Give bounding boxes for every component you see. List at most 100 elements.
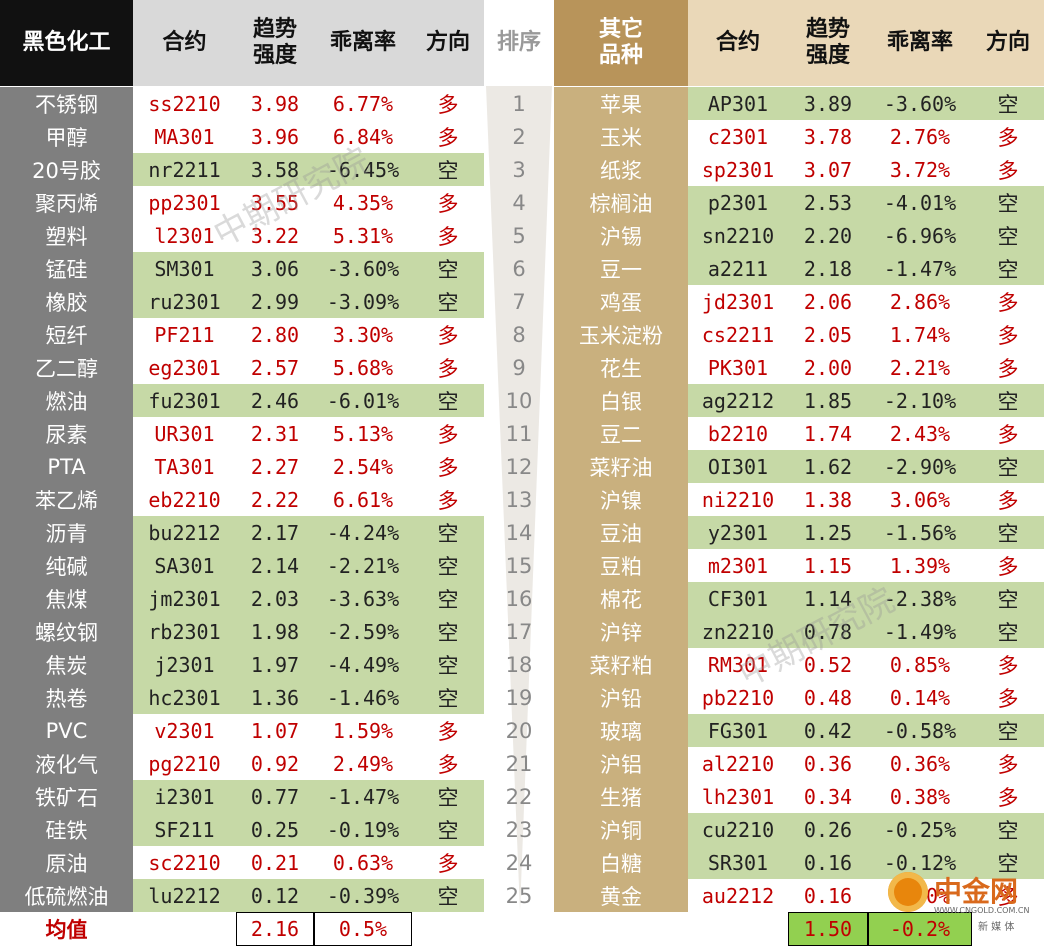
- rank-number: 4: [512, 190, 526, 215]
- rank-number: 1: [512, 91, 526, 116]
- right-direction: 空: [972, 186, 1044, 219]
- left-direction: 多: [412, 351, 484, 384]
- right-contract: RM301: [688, 648, 788, 681]
- right-deviation: 0.14%: [868, 681, 972, 714]
- rank-number: 21: [505, 751, 533, 776]
- left-strength: 3.55: [236, 186, 314, 219]
- right-commodity-name: 纸浆: [554, 153, 688, 186]
- table-row: 乙二醇 eg2301 2.57 5.68% 多 9 花生 PK301 2.00 2.21% 多: [0, 351, 1044, 384]
- table-row: 硅铁 SF211 0.25 -0.19% 空 23 沪铜 cu2210 0.26 -0.25% 空: [0, 813, 1044, 846]
- right-commodity-name: 玻璃: [554, 714, 688, 747]
- left-commodity-name: 低硫燃油: [0, 879, 133, 912]
- left-deviation: -6.45%: [314, 153, 412, 186]
- table-row: 不锈钢 ss2210 3.98 6.77% 多 1 苹果 AP301 3.89 -3.60% 空: [0, 87, 1044, 120]
- left-contract: hc2301: [133, 681, 236, 714]
- left-strength: 3.06: [236, 252, 314, 285]
- right-deviation: 2.76%: [868, 120, 972, 153]
- right-contract: OI301: [688, 450, 788, 483]
- right-strength: 0.34: [788, 780, 868, 813]
- left-contract: PF211: [133, 318, 236, 351]
- right-commodity-name: 沪铜: [554, 813, 688, 846]
- rank-number: 3: [512, 157, 526, 182]
- right-strength: 2.18: [788, 252, 868, 285]
- left-strength: 2.99: [236, 285, 314, 318]
- right-contract: al2210: [688, 747, 788, 780]
- right-contract: au2212: [688, 879, 788, 912]
- left-contract: lu2212: [133, 879, 236, 912]
- left-strength: 0.25: [236, 813, 314, 846]
- logo-url: WWW.CNGOLD.COM.CN: [934, 906, 1030, 915]
- right-contract: cu2210: [688, 813, 788, 846]
- left-commodity-name: 纯碱: [0, 549, 133, 582]
- left-contract: nr2211: [133, 153, 236, 186]
- left-contract: l2301: [133, 219, 236, 252]
- left-strength: 1.98: [236, 615, 314, 648]
- left-direction: 多: [412, 318, 484, 351]
- left-commodity-name: 聚丙烯: [0, 186, 133, 219]
- left-contract: j2301: [133, 648, 236, 681]
- left-direction: 空: [412, 153, 484, 186]
- right-contract: m2301: [688, 549, 788, 582]
- left-contract: TA301: [133, 450, 236, 483]
- right-contract: a2211: [688, 252, 788, 285]
- left-commodity-name: 燃油: [0, 384, 133, 417]
- right-commodity-name: 苹果: [554, 87, 688, 120]
- left-contract: eb2210: [133, 483, 236, 516]
- header-left-category: 黑色化工: [0, 0, 133, 86]
- left-direction: 多: [412, 483, 484, 516]
- left-deviation: 1.59%: [314, 714, 412, 747]
- rank-number: 9: [512, 355, 526, 380]
- right-contract: SR301: [688, 846, 788, 879]
- table-row: 锰硅 SM301 3.06 -3.60% 空 6 豆一 a2211 2.18 -1.47% 空: [0, 252, 1044, 285]
- rank-number: 20: [505, 718, 533, 743]
- left-contract: SM301: [133, 252, 236, 285]
- right-strength: 2.00: [788, 351, 868, 384]
- rank-number: 10: [505, 388, 533, 413]
- right-strength: 1.14: [788, 582, 868, 615]
- left-contract: MA301: [133, 120, 236, 153]
- left-strength: 3.98: [236, 87, 314, 120]
- table-row: PTA TA301 2.27 2.54% 多 12 菜籽油 OI301 1.62 -2.90% 空: [0, 450, 1044, 483]
- right-strength: 3.89: [788, 87, 868, 120]
- left-commodity-name: 塑料: [0, 219, 133, 252]
- left-strength: 0.12: [236, 879, 314, 912]
- right-direction: 多: [972, 549, 1044, 582]
- right-deviation: -3.60%: [868, 87, 972, 120]
- left-commodity-name: 焦炭: [0, 648, 133, 681]
- table-row: 液化气 pg2210 0.92 2.49% 多 21 沪铝 al2210 0.36 0.36% 多: [0, 747, 1044, 780]
- right-deviation: 1.74%: [868, 318, 972, 351]
- left-contract: rb2301: [133, 615, 236, 648]
- right-deviation: 3.72%: [868, 153, 972, 186]
- right-contract: AP301: [688, 87, 788, 120]
- left-deviation: -2.21%: [314, 549, 412, 582]
- rank-number: 17: [505, 619, 533, 644]
- right-deviation: 0.85%: [868, 648, 972, 681]
- left-commodity-name: 橡胶: [0, 285, 133, 318]
- right-commodity-name: 沪镍: [554, 483, 688, 516]
- right-direction: 空: [972, 252, 1044, 285]
- right-deviation: -1.49%: [868, 615, 972, 648]
- left-commodity-name: 沥青: [0, 516, 133, 549]
- right-commodity-name: 豆油: [554, 516, 688, 549]
- right-contract: FG301: [688, 714, 788, 747]
- right-strength: 1.15: [788, 549, 868, 582]
- table-row: 20号胶 nr2211 3.58 -6.45% 空 3 纸浆 sp2301 3.07 3.72% 多: [0, 153, 1044, 186]
- logo-text: 中金网: [934, 875, 1019, 908]
- left-commodity-name: 硅铁: [0, 813, 133, 846]
- rank-number: 18: [505, 652, 533, 677]
- right-commodity-name: 豆一: [554, 252, 688, 285]
- right-contract: PK301: [688, 351, 788, 384]
- right-deviation: 2.86%: [868, 285, 972, 318]
- right-contract: b2210: [688, 417, 788, 450]
- left-commodity-name: PTA: [0, 450, 133, 483]
- rank-number: 24: [505, 850, 533, 875]
- right-deviation: -2.90%: [868, 450, 972, 483]
- left-strength: 1.97: [236, 648, 314, 681]
- right-direction: 空: [972, 87, 1044, 120]
- left-direction: 空: [412, 615, 484, 648]
- table-row: 聚丙烯 pp2301 3.55 4.35% 多 4 棕榈油 p2301 2.53 -4.01% 空: [0, 186, 1044, 219]
- left-deviation: 2.54%: [314, 450, 412, 483]
- table-row: 原油 sc2210 0.21 0.63% 多 24 白糖 SR301 0.16 -0.12% 空: [0, 846, 1044, 879]
- right-strength: 0.52: [788, 648, 868, 681]
- header-contract-right: 合约: [688, 0, 788, 86]
